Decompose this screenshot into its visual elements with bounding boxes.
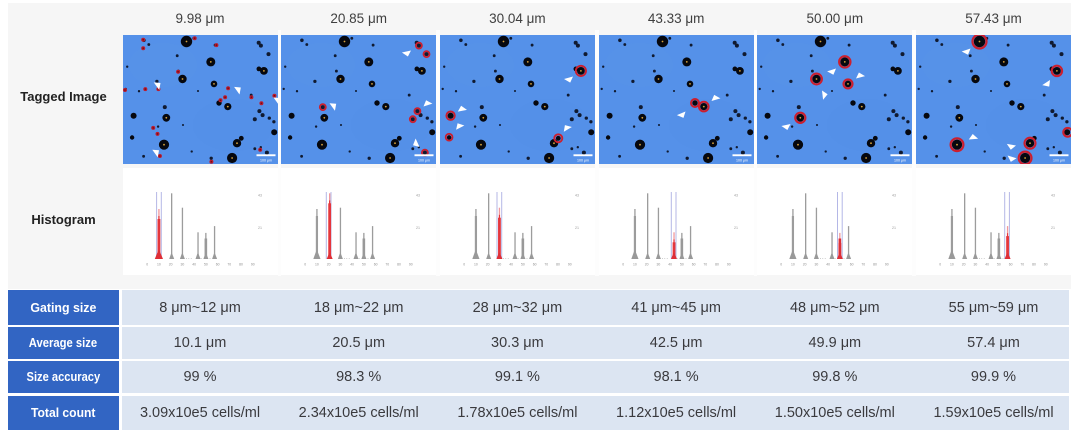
svg-text:60: 60	[691, 263, 695, 267]
svg-text:0: 0	[304, 263, 306, 267]
svg-text:21: 21	[258, 226, 262, 230]
svg-text:43: 43	[575, 194, 579, 198]
svg-text:10: 10	[791, 263, 795, 267]
svg-text:30: 30	[974, 263, 978, 267]
svg-text:10: 10	[315, 263, 319, 267]
svg-text:20: 20	[327, 263, 331, 267]
svg-text:100 μm: 100 μm	[418, 159, 430, 163]
svg-text:80: 80	[873, 263, 877, 267]
svg-text:21: 21	[575, 226, 579, 230]
svg-text:80: 80	[715, 263, 719, 267]
svg-text:100 μm: 100 μm	[894, 159, 906, 163]
svg-text:100 μm: 100 μm	[1053, 159, 1065, 163]
svg-text:70: 70	[544, 263, 548, 267]
svg-text:0: 0	[463, 263, 465, 267]
svg-text:21: 21	[734, 226, 738, 230]
svg-text:20: 20	[962, 263, 966, 267]
svg-text:40: 40	[509, 263, 513, 267]
svg-text:90: 90	[1044, 263, 1048, 267]
svg-text:90: 90	[727, 263, 731, 267]
svg-text:50: 50	[680, 263, 684, 267]
svg-text:10: 10	[157, 263, 161, 267]
svg-text:20: 20	[168, 263, 172, 267]
svg-text:60: 60	[1009, 263, 1013, 267]
svg-text:70: 70	[1020, 263, 1024, 267]
svg-text:90: 90	[250, 263, 254, 267]
svg-text:30: 30	[815, 263, 819, 267]
svg-text:0: 0	[781, 263, 783, 267]
svg-text:90: 90	[409, 263, 413, 267]
svg-text:0: 0	[939, 263, 941, 267]
svg-text:21: 21	[892, 226, 896, 230]
svg-text:40: 40	[985, 263, 989, 267]
svg-text:60: 60	[215, 263, 219, 267]
svg-text:40: 40	[350, 263, 354, 267]
svg-text:20: 20	[486, 263, 490, 267]
svg-text:90: 90	[568, 263, 572, 267]
svg-text:43: 43	[258, 194, 262, 198]
svg-text:43: 43	[1051, 194, 1055, 198]
svg-text:100 μm: 100 μm	[736, 159, 748, 163]
svg-text:50: 50	[997, 263, 1001, 267]
svg-text:80: 80	[556, 263, 560, 267]
svg-text:100 μm: 100 μm	[259, 159, 271, 163]
svg-text:30: 30	[656, 263, 660, 267]
svg-text:40: 40	[192, 263, 196, 267]
svg-text:80: 80	[239, 263, 243, 267]
svg-text:70: 70	[386, 263, 390, 267]
svg-text:30: 30	[180, 263, 184, 267]
svg-text:60: 60	[533, 263, 537, 267]
svg-text:70: 70	[703, 263, 707, 267]
svg-text:10: 10	[474, 263, 478, 267]
svg-text:60: 60	[374, 263, 378, 267]
svg-text:100 μm: 100 μm	[577, 159, 589, 163]
svg-text:40: 40	[668, 263, 672, 267]
svg-text:70: 70	[227, 263, 231, 267]
svg-text:80: 80	[397, 263, 401, 267]
svg-text:50: 50	[838, 263, 842, 267]
svg-text:50: 50	[362, 263, 366, 267]
svg-text:90: 90	[885, 263, 889, 267]
svg-text:70: 70	[862, 263, 866, 267]
svg-text:30: 30	[497, 263, 501, 267]
svg-text:43: 43	[416, 194, 420, 198]
svg-text:40: 40	[827, 263, 831, 267]
svg-text:0: 0	[622, 263, 624, 267]
svg-text:50: 50	[521, 263, 525, 267]
svg-text:0: 0	[146, 263, 148, 267]
svg-text:21: 21	[1051, 226, 1055, 230]
svg-text:20: 20	[803, 263, 807, 267]
svg-text:10: 10	[950, 263, 954, 267]
svg-text:20: 20	[644, 263, 648, 267]
svg-text:30: 30	[339, 263, 343, 267]
svg-text:10: 10	[633, 263, 637, 267]
svg-text:43: 43	[734, 194, 738, 198]
svg-text:21: 21	[416, 226, 420, 230]
svg-text:43: 43	[892, 194, 896, 198]
svg-text:50: 50	[204, 263, 208, 267]
svg-text:60: 60	[850, 263, 854, 267]
svg-text:80: 80	[1032, 263, 1036, 267]
